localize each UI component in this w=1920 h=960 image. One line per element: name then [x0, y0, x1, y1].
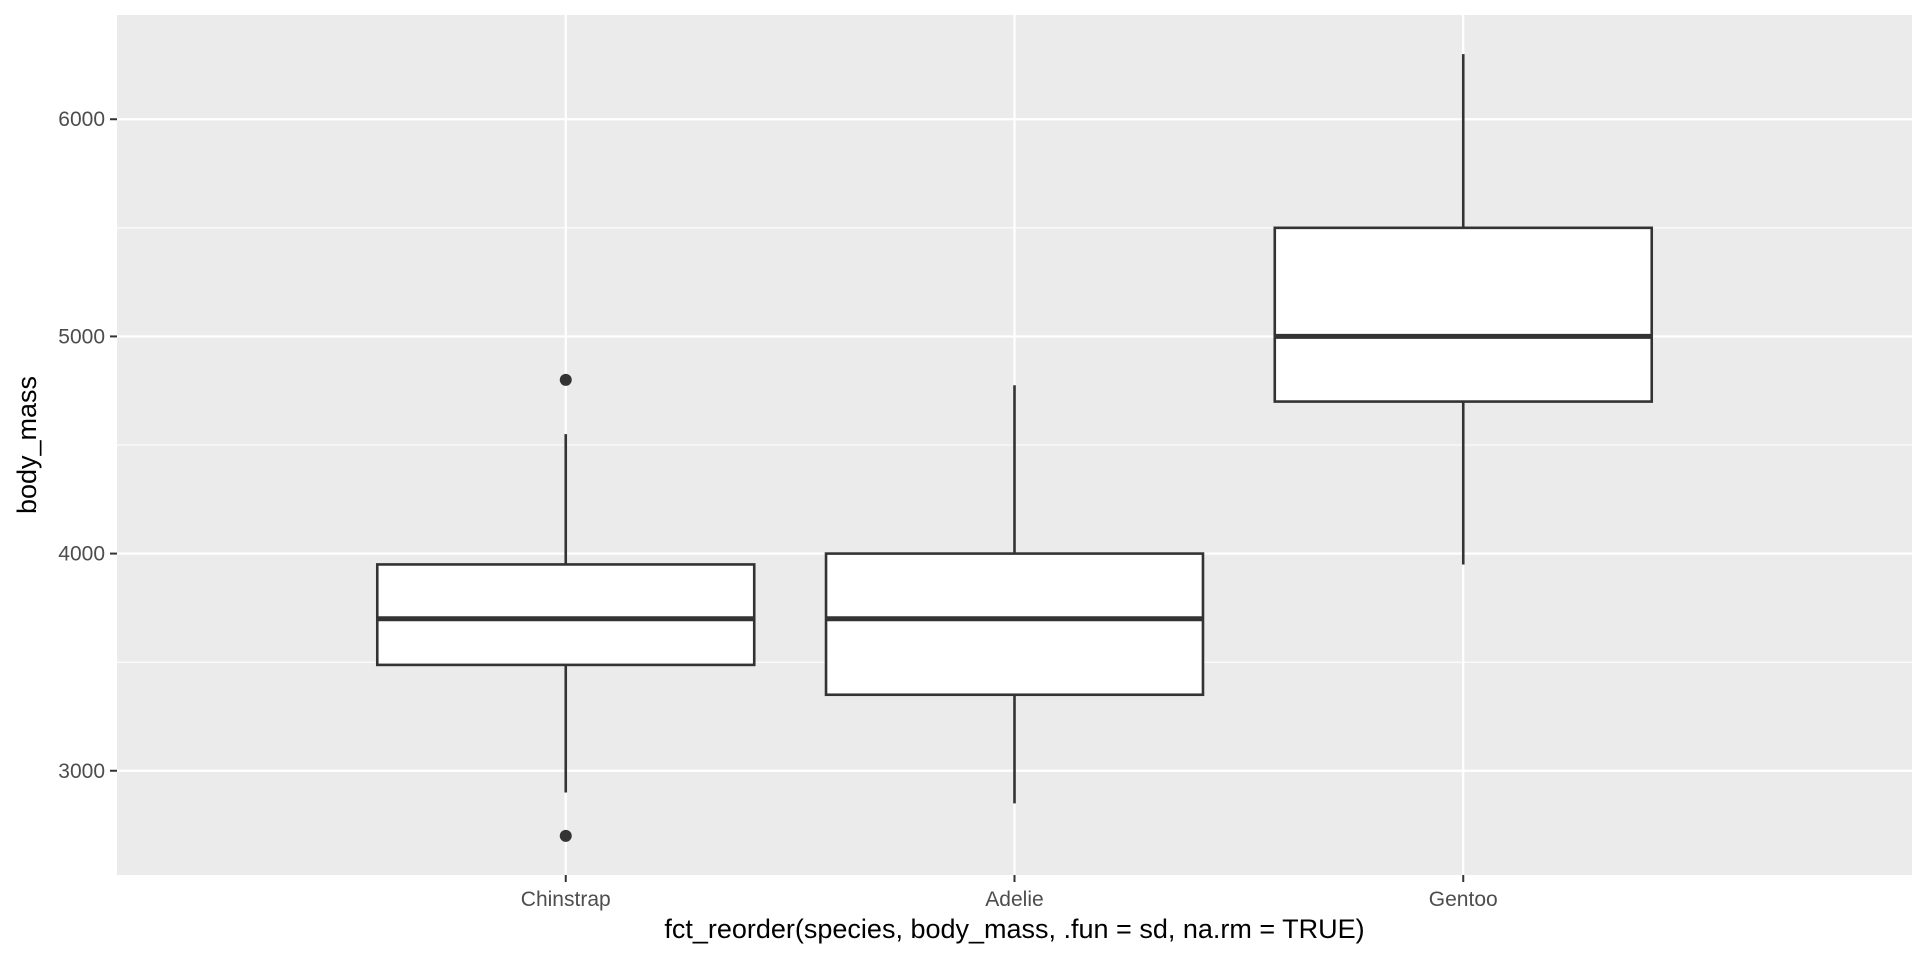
y-tick-label: 3000 [58, 760, 105, 783]
x-tick-label: Adelie [985, 888, 1043, 911]
box-chinstrap [375, 373, 756, 842]
y-tick-label: 5000 [58, 325, 105, 348]
y-axis-title: body_mass [12, 376, 42, 514]
outlier-point [559, 373, 572, 386]
box-adelie [824, 385, 1205, 804]
box-iqr [824, 552, 1205, 697]
box-iqr [375, 563, 756, 667]
x-tick-label: Gentoo [1429, 888, 1498, 911]
x-axis: Chinstrap Adelie Gentoo [521, 875, 1498, 911]
x-tick-label: Chinstrap [521, 888, 611, 911]
boxes [375, 54, 1654, 842]
y-axis: 3000 4000 5000 6000 [58, 108, 117, 783]
outlier-point [559, 829, 572, 842]
x-axis-title: fct_reorder(species, body_mass, .fun = s… [664, 914, 1364, 944]
box-iqr [1273, 226, 1654, 403]
y-tick-label: 4000 [58, 543, 105, 566]
y-tick-label: 6000 [58, 108, 105, 131]
box-gentoo [1273, 54, 1654, 565]
